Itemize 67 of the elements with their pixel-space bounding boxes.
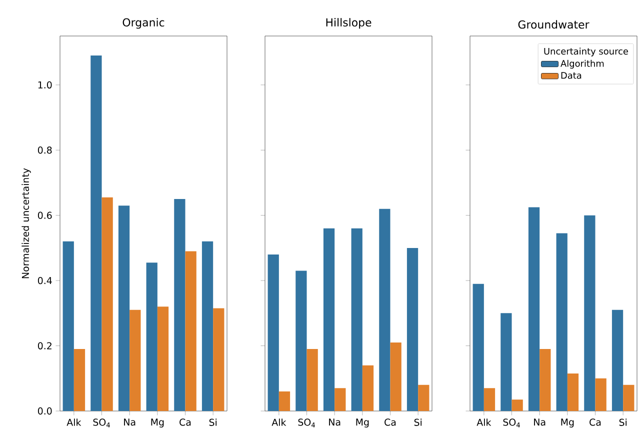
bar	[540, 349, 551, 411]
bar	[268, 254, 279, 411]
bar	[90, 56, 102, 411]
bar	[528, 207, 540, 411]
bar	[612, 310, 624, 411]
y-tick-label: 0.6	[38, 212, 52, 219]
bar	[296, 270, 307, 411]
y-tick-label: 0.2	[38, 342, 52, 350]
x-tick-label: Alk	[66, 418, 82, 426]
bar	[379, 208, 390, 411]
x-tick-label: Ca	[590, 418, 601, 426]
bar	[157, 306, 169, 411]
chart-title: Organic	[122, 18, 164, 29]
x-tick-label: Si	[619, 418, 627, 426]
chart-title: Hillslope	[326, 18, 372, 29]
bar	[130, 310, 141, 411]
legend-label: Data	[561, 72, 582, 79]
bar	[484, 388, 496, 411]
x-tick-label: Mg	[561, 418, 574, 428]
bar	[146, 262, 158, 411]
bar	[174, 199, 186, 411]
bar	[623, 384, 634, 411]
bar	[500, 313, 512, 411]
bar	[185, 251, 196, 411]
legend-label: Algorithm	[560, 60, 604, 69]
bar	[278, 391, 290, 411]
bar	[556, 233, 568, 411]
bar	[351, 228, 362, 411]
y-tick-label: 1.0	[38, 81, 52, 88]
x-tick-label: SO$_{4}$	[503, 418, 520, 428]
x-tick-label: Si	[414, 418, 422, 426]
bar	[390, 342, 402, 411]
bar	[202, 241, 214, 411]
bar	[406, 248, 418, 411]
bar	[323, 228, 335, 411]
bar	[418, 384, 430, 411]
bar	[472, 284, 484, 411]
bar	[567, 374, 579, 411]
chart-title: Groundwater	[518, 20, 590, 29]
bar	[213, 308, 224, 411]
bar	[102, 197, 113, 411]
y-tick-label: 0.0	[38, 407, 52, 415]
x-tick-label: Mg	[356, 418, 369, 428]
x-tick-label: Na	[124, 418, 136, 426]
y-axis-title: Normalized uncertainty	[22, 168, 31, 278]
x-tick-label: Na	[329, 418, 340, 426]
bar	[74, 349, 86, 411]
x-tick-label: Alk	[272, 418, 286, 426]
x-tick-label: Mg	[151, 418, 164, 428]
legend-title: Uncertainty source	[544, 48, 628, 56]
bar	[595, 378, 606, 411]
bar	[362, 365, 374, 411]
bar	[306, 349, 318, 411]
x-tick-label: Si	[209, 418, 217, 426]
x-tick-label: Alk	[476, 418, 492, 426]
y-tick-label: 0.4	[38, 276, 52, 284]
x-tick-label: SO$_{4}$	[298, 418, 315, 428]
bar	[512, 400, 523, 411]
x-tick-label: SO$_{4}$	[93, 418, 110, 428]
bar	[334, 388, 346, 411]
x-tick-label: Ca	[384, 418, 396, 426]
y-tick-label: 0.8	[38, 146, 52, 154]
bar	[118, 206, 130, 411]
bar	[584, 215, 596, 411]
bar	[62, 241, 74, 411]
x-tick-label: Na	[534, 418, 546, 426]
x-tick-label: Ca	[180, 418, 191, 426]
